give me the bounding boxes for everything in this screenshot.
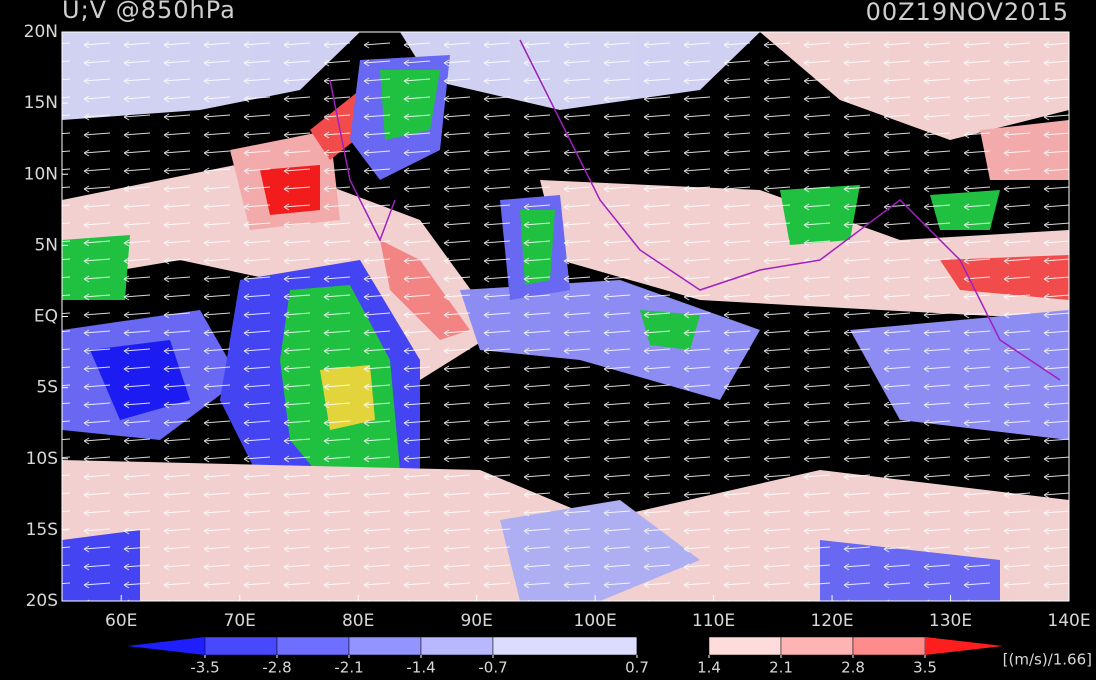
field [62,32,1069,601]
y-tick-label: 5N [34,235,58,255]
map-title: U;V @850hPa [62,0,236,24]
y-tick-label: EQ [34,307,58,327]
colorbar-label: -2.1 [334,659,363,677]
colorbar-label: -0.7 [478,659,507,677]
colorbar-label: 0.7 [625,659,649,677]
colorbar-label: 2.1 [769,659,793,677]
y-tick-label: 20N [24,22,58,42]
colorbar: -3.5 -2.8 -2.1 -1.4 -0.7 0.7 1.4 2.1 2.8 3.5 [(m/s… [127,636,1092,677]
x-tick-label: 100E [574,611,617,631]
x-tick-label: 140E [1047,611,1090,631]
colorbar-segment [780,636,854,656]
y-tick-label: 15S [26,520,58,540]
y-tick-label: 10N [24,164,58,184]
colorbar-segment [492,636,638,656]
x-tick-label: 110E [692,611,735,631]
colorbar-segment [420,636,494,656]
colorbar-segment [204,636,278,656]
colorbar-label: -3.5 [190,659,219,677]
wind-vectors [62,32,1069,601]
y-tick-label: 5S [36,378,58,398]
colorbar-units: [(m/s)/1.66] [1003,651,1092,669]
colorbar-segment [348,636,422,656]
x-tick-label: 130E [929,611,972,631]
x-tick-label: 80E [342,611,374,631]
y-tick-label: 15N [24,93,58,113]
coastline [519,39,1061,381]
colorbar-segment [636,636,710,656]
colorbar-segment [708,636,782,656]
colorbar-end [127,637,205,655]
x-tick-label: 120E [810,611,853,631]
colorbar-segment [276,636,350,656]
y-tick-label: 20S [26,591,58,611]
axes: 60E 70E 80E 90E 100E 110E 120E 130E 140E 20N 15N 10… [24,22,1091,631]
map-time: 00Z19NOV2015 [866,0,1069,26]
y-tick-label: 10S [26,449,58,469]
colorbar-label: 2.8 [841,659,865,677]
x-tick-label: 90E [460,611,492,631]
colorbar-end [925,637,1003,655]
x-tick-label: 60E [105,611,137,631]
coastline [329,79,396,242]
colorbar-label: 1.4 [697,659,721,677]
colorbar-label: 3.5 [913,659,937,677]
x-tick-label: 70E [224,611,256,631]
colorbar-segment [852,636,926,656]
colorbar-label: -2.8 [262,659,291,677]
colorbar-label: -1.4 [406,659,435,677]
